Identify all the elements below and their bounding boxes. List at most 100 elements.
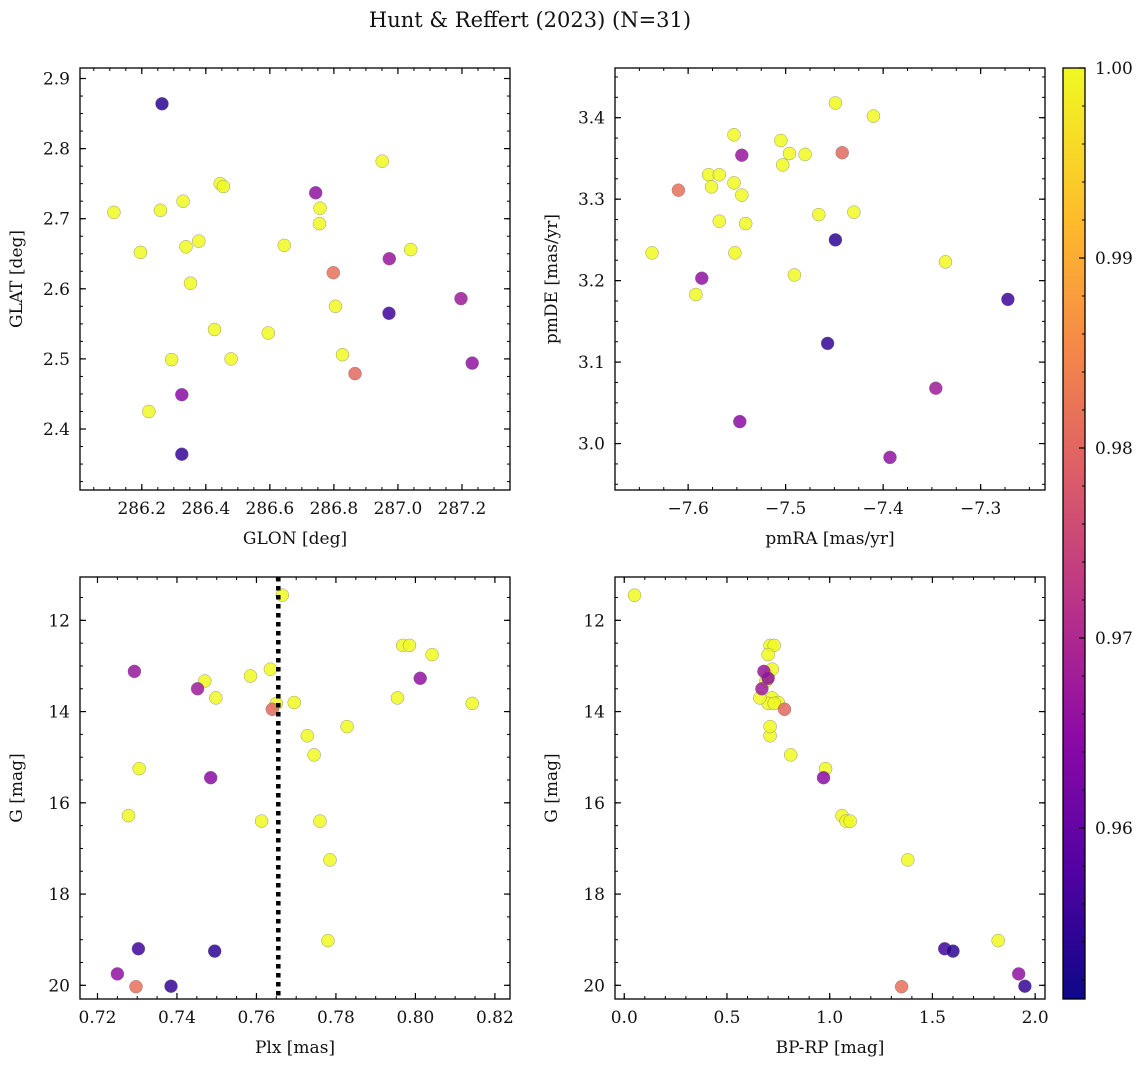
ticks xyxy=(614,68,1045,490)
data-point xyxy=(179,240,193,254)
x-axis-label: GLON [deg] xyxy=(243,529,347,549)
y-tick-label: 14 xyxy=(48,703,70,723)
x-tick-label: 0.74 xyxy=(158,1008,196,1028)
data-point xyxy=(695,271,709,285)
axes-frame xyxy=(614,576,1046,1000)
data-point xyxy=(164,979,178,993)
data-point xyxy=(164,352,179,367)
axes-frame xyxy=(614,67,1046,491)
data-point xyxy=(129,979,143,994)
x-tick-label: 1.5 xyxy=(919,1008,946,1028)
data-point xyxy=(847,205,861,219)
x-tick-label: 286.6 xyxy=(246,499,295,519)
data-point xyxy=(727,128,741,142)
data-point xyxy=(110,967,125,981)
data-point xyxy=(261,326,276,340)
data-point xyxy=(425,647,439,662)
data-point xyxy=(671,183,686,197)
data-point xyxy=(390,691,405,705)
data-point xyxy=(340,719,354,734)
data-point xyxy=(465,356,479,370)
data-point xyxy=(207,944,222,958)
data-point xyxy=(733,414,747,429)
data-point xyxy=(704,180,719,194)
data-point xyxy=(335,347,350,362)
data-point xyxy=(190,682,205,696)
data-point xyxy=(121,808,136,823)
data-point xyxy=(323,853,337,867)
x-axis-label: pmRA [mas/yr] xyxy=(765,529,894,549)
x-tick-label: 2.0 xyxy=(1022,1008,1049,1028)
x-tick-label: 287.0 xyxy=(374,499,423,519)
data-point xyxy=(820,336,835,351)
data-point xyxy=(216,179,231,194)
data-point xyxy=(153,203,168,218)
x-tick-label: 287.2 xyxy=(438,499,487,519)
data-point xyxy=(328,299,343,314)
x-tick-label: −7.3 xyxy=(960,499,1001,519)
data-point xyxy=(894,979,909,994)
data-point xyxy=(728,246,742,260)
data-point xyxy=(738,216,753,231)
x-tick-label: −7.6 xyxy=(667,499,708,519)
y-tick-label: 18 xyxy=(48,885,70,905)
y-axis-label: pmDE [mas/yr] xyxy=(542,214,562,344)
y-tick-label: 3.1 xyxy=(578,353,605,373)
panel-glon-glat: 286.2 286.4 286.6 286.8 287.0 287.2 2.4 2.5 2.6 2… xyxy=(7,67,511,549)
data-point xyxy=(375,154,389,168)
data-point xyxy=(313,201,327,215)
data-point xyxy=(132,761,146,776)
data-point xyxy=(901,853,915,867)
data-point xyxy=(287,695,301,710)
x-tick-label: 1.0 xyxy=(816,1008,843,1028)
colorbar-tick-label: 0.99 xyxy=(1095,249,1133,269)
y-tick-label: 3.2 xyxy=(578,272,605,292)
data-point xyxy=(828,233,843,247)
data-point xyxy=(689,287,703,302)
data-point xyxy=(627,588,642,602)
panel-bprp-g: 0.0 0.5 1.0 1.5 2.0 12 14 16 18 20 BP-RP [mag] G [m… xyxy=(542,576,1049,1058)
data-point xyxy=(465,696,479,711)
y-axis-label: GLAT [deg] xyxy=(7,230,27,328)
data-point xyxy=(207,322,222,337)
ticks xyxy=(80,577,510,999)
data-point xyxy=(991,933,1005,948)
data-point xyxy=(265,702,280,717)
data-point xyxy=(775,158,790,172)
data-point xyxy=(735,148,749,162)
data-point xyxy=(883,450,897,465)
data-point xyxy=(313,814,327,828)
data-point xyxy=(183,276,198,290)
data-point xyxy=(382,306,396,321)
data-point xyxy=(308,186,323,200)
x-tick-label: 0.82 xyxy=(476,1008,514,1028)
data-point xyxy=(712,214,727,228)
x-tick-label: 286.8 xyxy=(310,499,359,519)
y-tick-label: 14 xyxy=(583,703,605,723)
data-point xyxy=(224,352,238,366)
data-point xyxy=(382,251,397,266)
data-point xyxy=(828,96,843,110)
data-point xyxy=(1011,967,1026,981)
y-tick-label: 3.3 xyxy=(578,190,605,210)
data-point xyxy=(300,729,315,743)
y-tick-label: 16 xyxy=(583,794,605,814)
data-point xyxy=(767,696,781,711)
y-axis-label: G [mag] xyxy=(7,753,27,822)
data-point xyxy=(727,176,741,190)
data-point xyxy=(413,671,427,686)
data-point xyxy=(175,447,189,461)
x-tick-label: 0.78 xyxy=(317,1008,355,1028)
data-point xyxy=(798,147,812,162)
y-tick-label: 12 xyxy=(48,611,70,631)
y-tick-label: 3.4 xyxy=(578,109,605,129)
data-point xyxy=(321,933,335,948)
data-point xyxy=(843,814,857,828)
data-point xyxy=(774,133,788,148)
data-point xyxy=(763,719,777,734)
data-point xyxy=(155,97,169,111)
data-point xyxy=(192,234,206,248)
x-tick-label: −7.5 xyxy=(765,499,806,519)
data-point xyxy=(938,255,953,269)
y-tick-label: 2.6 xyxy=(43,280,70,300)
